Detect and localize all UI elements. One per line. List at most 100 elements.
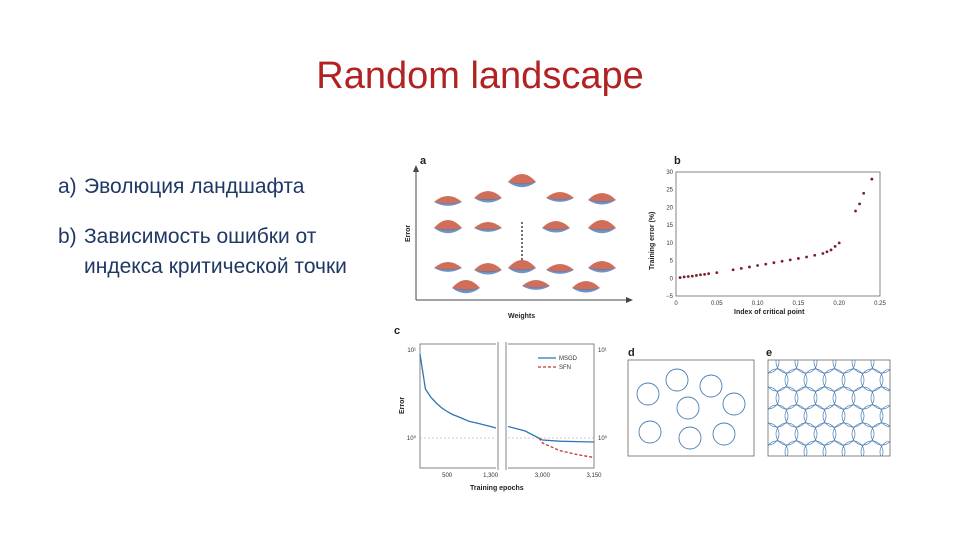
panel-d-frame (627, 359, 755, 457)
slide-title: Random landscape (316, 55, 644, 97)
y-right-tick-label: 10⁰ (598, 435, 608, 442)
landscape-surface (474, 263, 502, 275)
circle-shape (822, 440, 846, 456)
panel-e-frame (767, 359, 891, 457)
circle-shape (851, 360, 875, 374)
landscape-surface (546, 264, 574, 274)
landscape-surface (474, 191, 502, 203)
circle-shape (784, 440, 808, 456)
landscape-surface (522, 280, 550, 290)
data-point (797, 257, 800, 260)
data-point (707, 272, 711, 276)
axis-y-arrow (413, 165, 419, 172)
landscape-surface (588, 220, 616, 234)
panel-b-ylabel: Training error (%) (649, 212, 656, 270)
series-line-msgd (507, 425, 595, 443)
landscape-surface (434, 196, 462, 206)
circle-shape (803, 404, 827, 428)
panel-d-letter: d (628, 347, 635, 359)
data-point (780, 259, 784, 263)
data-point (829, 248, 833, 252)
circle-shape (870, 360, 890, 374)
data-point (703, 272, 706, 276)
data-point (837, 241, 841, 245)
circle-shape (832, 422, 856, 446)
series-line-msgd (419, 353, 497, 429)
data-point (686, 275, 690, 278)
panel-a-ylabel: Error (405, 225, 412, 242)
circle-shape (676, 396, 700, 420)
circle-shape (879, 404, 890, 428)
circle-shape (860, 368, 884, 392)
x-tick-label: 0.05 (711, 301, 723, 307)
circle-shape (841, 368, 865, 392)
panel-e-figure: e (766, 347, 891, 457)
panel-a-xlabel: Weights (508, 313, 535, 320)
data-point (748, 265, 751, 269)
panel-b-letter: b (674, 155, 681, 167)
bullet-item-a: a) Эволюция ландшафта (58, 172, 378, 202)
circle-shape (794, 422, 818, 446)
circle-shape (784, 368, 808, 392)
circle-shape (851, 422, 875, 446)
y-tick-label: 10 (666, 241, 673, 247)
landscape-surface (588, 261, 616, 273)
circle-shape (813, 422, 837, 446)
circle-shape (712, 422, 736, 446)
circle-shape (813, 386, 837, 410)
x-tick-label: 0.25 (874, 301, 886, 307)
circle-shape (870, 386, 890, 410)
circle-shape (665, 368, 689, 392)
landscape-surface (434, 262, 462, 272)
y-tick-label: 0 (670, 276, 674, 282)
legend-label: SFN (559, 365, 571, 371)
y-tick-label: 20 (666, 205, 673, 211)
circle-shape (860, 440, 884, 456)
panel-c-ylabel: Error (399, 397, 406, 414)
circle-shape (822, 368, 846, 392)
panel-e-letter: e (766, 347, 772, 359)
circle-shape (822, 404, 846, 428)
circle-shape (768, 422, 780, 446)
landscape-surface (508, 260, 536, 274)
data-point (870, 177, 874, 181)
circle-shape (841, 404, 865, 428)
circle-shape (860, 404, 884, 428)
x-tick-label: 0.15 (793, 301, 805, 307)
panel-b-xlabel: Index of critical point (734, 309, 805, 316)
y-tick-label: 5 (670, 259, 674, 265)
y-tick-label: 10⁰ (407, 435, 417, 442)
x-tick-label: 0 (674, 301, 678, 307)
landscape-surface (452, 280, 480, 294)
y-tick-label: 30 (666, 170, 673, 176)
circle-shape (722, 392, 746, 416)
data-point (715, 271, 719, 275)
axis-x-arrow (626, 297, 633, 303)
panel-c-xlabel: Training epochs (470, 485, 524, 492)
circle-shape (775, 422, 799, 446)
data-point (764, 262, 768, 266)
x-tick-label: 3,150 (586, 473, 602, 479)
y-tick-label: 15 (666, 223, 673, 229)
panel-e-circles (768, 360, 890, 456)
circle-shape (768, 368, 789, 392)
circle-shape (768, 360, 780, 374)
landscape-surface (508, 174, 536, 188)
data-point (772, 261, 776, 265)
data-point (854, 209, 857, 213)
circle-shape (803, 440, 827, 456)
circle-shape (832, 360, 856, 374)
data-point (739, 266, 743, 270)
panel-c-letter: c (394, 325, 400, 337)
circle-shape (841, 440, 865, 456)
landscape-surfaces (434, 174, 616, 294)
y-right-tick-label: 10¹ (598, 348, 607, 354)
circle-shape (851, 386, 875, 410)
circle-shape (768, 386, 780, 410)
bullet-text: Эволюция ландшафта (84, 175, 305, 198)
circle-shape (879, 368, 890, 392)
bullet-marker: b) (58, 225, 77, 248)
panel-d-circles (636, 368, 746, 450)
